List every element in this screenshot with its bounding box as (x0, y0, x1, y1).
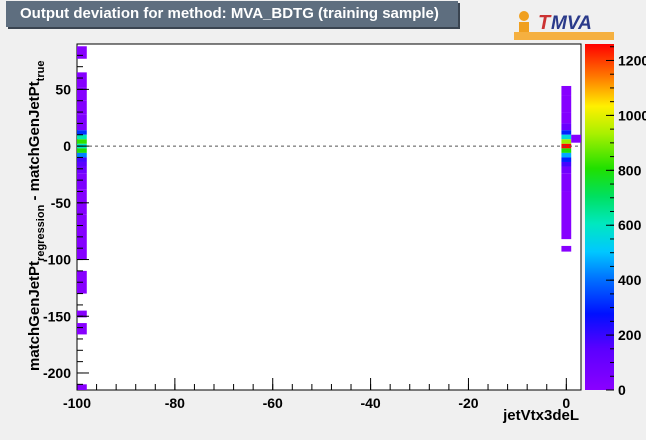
x-tick-label: -60 (263, 395, 283, 411)
y-axis-title-sub2: true (35, 61, 47, 82)
heatmap-cell (77, 384, 87, 390)
heatmap-cell (77, 157, 87, 162)
heatmap-cell (77, 148, 87, 153)
heatmap-cell (561, 123, 572, 131)
y-axis-title-main: matchGenJetPt (26, 261, 43, 371)
heatmap-cell (561, 134, 572, 140)
heatmap-cell (77, 72, 87, 88)
x-axis-title: jetVtx3deL (502, 407, 579, 424)
y-tick-label: -50 (51, 195, 71, 211)
z-tick-label: 400 (618, 272, 642, 288)
heatmap-cell (561, 130, 572, 135)
heatmap-cell (561, 166, 572, 174)
heatmap-cell (561, 191, 572, 240)
heatmap-cell (77, 152, 87, 158)
z-tick-label: 800 (618, 162, 642, 178)
heatmap-cell (561, 85, 572, 96)
z-tick-label: 200 (618, 327, 642, 343)
x-tick-label: 0 (562, 395, 570, 411)
heatmap-cell (77, 87, 87, 101)
heatmap-cell (77, 114, 87, 131)
color-scale (585, 44, 614, 390)
y-axis-title: matchGenJetPtregression - matchGenJetPtt… (26, 61, 47, 371)
heatmap-cell (77, 46, 87, 59)
logo-text-mva: MVA (551, 13, 592, 34)
heatmap-cell (561, 139, 572, 144)
heatmap-cell (561, 148, 572, 153)
heatmap-cell (561, 152, 572, 158)
heatmap-cell (77, 139, 87, 144)
logo-person-icon (519, 22, 529, 32)
heatmap-cell (77, 310, 87, 318)
heatmap-cell (77, 130, 87, 135)
heatmap-cell (561, 245, 572, 252)
heatmap-cell (571, 134, 581, 143)
tmva-logo: T MVA (514, 11, 614, 40)
heatmap-cell (561, 157, 572, 162)
chart-title-box: Output deviation for method: MVA_BDTG (t… (6, 1, 458, 27)
x-tick-label: -20 (458, 395, 478, 411)
heatmap-cell (77, 173, 87, 190)
heatmap-cell (561, 112, 572, 124)
logo-dot-icon (519, 11, 529, 21)
color-scale-axis: 0 200 400 600 800 1000 1200 (606, 46, 646, 398)
heatmap-cell (77, 166, 87, 174)
plot-area (76, 43, 582, 391)
z-tick-label: 1000 (618, 107, 646, 123)
heatmap-cells (77, 46, 581, 390)
logo-text-t: T (538, 12, 552, 34)
heatmap-cell (77, 161, 87, 167)
y-axis-title-sub1: regression (35, 204, 47, 261)
heatmap-cell (561, 161, 572, 167)
heatmap-cell (77, 323, 87, 335)
chart-title: Output deviation for method: MVA_BDTG (t… (20, 5, 439, 22)
logo-bar (514, 32, 614, 40)
y-tick-label: -100 (43, 252, 71, 268)
z-tick-label: 1200 (618, 52, 646, 68)
heatmap-cell (77, 134, 87, 140)
z-tick-label: 0 (618, 382, 626, 398)
heatmap-cell (77, 189, 87, 215)
x-tick-label: -40 (360, 395, 380, 411)
y-tick-label: 50 (55, 81, 71, 97)
y-tick-label: -150 (43, 308, 71, 324)
y-tick-label: -200 (43, 365, 71, 381)
z-tick-label: 600 (618, 217, 642, 233)
heatmap-cell (561, 95, 572, 113)
heatmap-cell (561, 143, 572, 149)
y-tick-label: 0 (63, 138, 71, 154)
heatmap-cell (77, 100, 87, 115)
x-tick-label: -80 (165, 395, 185, 411)
x-tick-label: -100 (63, 395, 91, 411)
y-axis-title-mid: - matchGenJetPt (26, 81, 43, 204)
heatmap-cell (561, 173, 572, 192)
